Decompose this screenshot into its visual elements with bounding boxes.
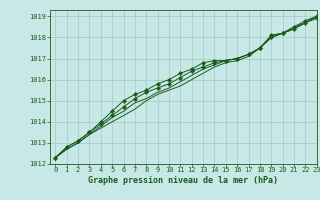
X-axis label: Graphe pression niveau de la mer (hPa): Graphe pression niveau de la mer (hPa) bbox=[88, 176, 278, 185]
